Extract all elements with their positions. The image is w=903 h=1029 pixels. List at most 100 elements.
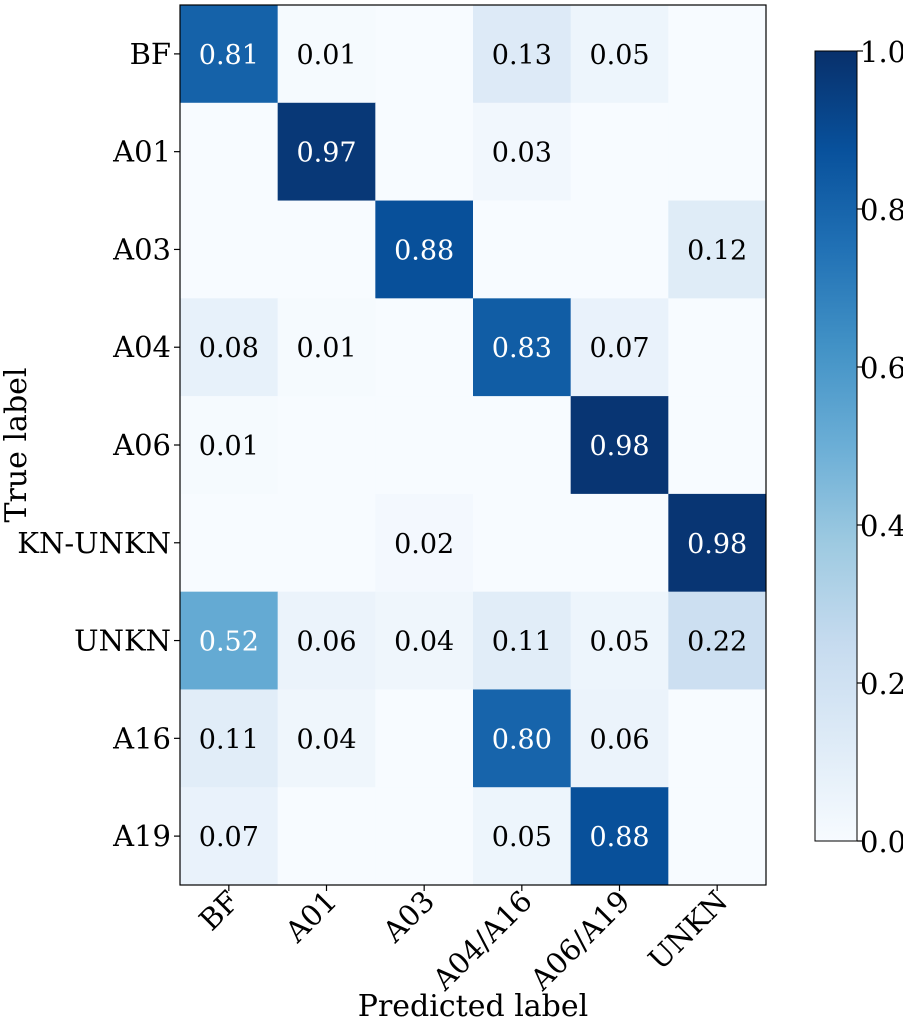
heatmap-cell [668,200,767,299]
colorbar-tick-label: 0.8 [860,193,903,227]
heatmap-cell [570,493,669,593]
heatmap-cell [277,200,376,299]
heatmap-cell [180,493,279,593]
heatmap-cell [277,5,376,104]
heatmap-cell [668,5,767,104]
y-tick-label: A16 [112,721,171,755]
cell-value-label: 0.11 [199,724,259,755]
heatmap-cell [570,787,669,886]
heatmap-cell [473,787,572,886]
heatmap-cell [375,5,474,104]
cell-value-label: 0.01 [296,40,356,71]
heatmap-cell [375,298,474,397]
heatmap-cell [473,5,572,104]
heatmap-cell [375,591,474,690]
cell-value-label: 0.98 [589,431,649,462]
cell-value-label: 0.81 [199,40,259,71]
y-tick-label: A04 [112,330,171,364]
y-tick-label: A19 [112,819,171,853]
heatmap-cell [570,591,669,690]
y-tick-label: KN-UNKN [17,526,171,560]
colorbar-ticks: 0.0 0.2 0.4 0.6 0.8 1.0 [857,35,903,859]
heatmap-cell [375,102,474,202]
cell-value-label: 0.01 [199,431,259,462]
y-tick-label: A06 [112,428,171,462]
heatmap-cell [473,396,572,495]
cell-value-label: 0.02 [394,529,454,560]
heatmap-cell [375,493,474,593]
cell-value-label: 0.01 [296,333,356,364]
heatmap-cell [277,298,376,397]
heatmap-cell [180,787,279,886]
heatmap-cell [277,689,376,788]
cell-value-label: 0.06 [296,627,356,658]
heatmap-cell [570,298,669,397]
heatmap-cell [668,787,767,886]
heatmap-cell [277,102,376,202]
colorbar-tick-label: 0.2 [860,667,903,701]
cell-value-label: 0.98 [687,529,747,560]
heatmap-cell [570,5,669,104]
cell-value-label: 0.83 [492,333,552,364]
heatmap-cell [180,298,279,397]
cell-value-label: 0.11 [492,627,552,658]
heatmap-cell [473,298,572,397]
heatmap-cell [375,787,474,886]
heatmap-cell [180,689,279,788]
heatmap-cell [473,102,572,202]
colorbar-tick-label: 1.0 [860,35,903,69]
heatmap-cell [473,591,572,690]
cell-value-label: 0.97 [296,138,356,169]
cell-value-label: 0.88 [589,822,649,853]
cell-value-label: 0.07 [589,333,649,364]
heatmap-cell [570,200,669,299]
cell-value-label: 0.13 [492,40,552,71]
cell-value-label: 0.08 [199,333,259,364]
cell-value-label: 0.07 [199,822,259,853]
heatmap-cell [668,689,767,788]
x-tick-label: UNKN [642,884,735,977]
x-tick-label: A01 [278,884,344,950]
heatmap-cell [668,493,767,593]
x-tick-label: A06/A19 [523,884,636,997]
cell-value-label: 0.05 [492,822,552,853]
heatmap-cell [570,102,669,202]
heatmap-cell [473,493,572,593]
cell-value-label: 0.06 [589,724,649,755]
heatmap-cell [277,591,376,690]
y-tick-label: UNKN [74,624,171,658]
heatmap-cell [180,200,279,299]
heatmap-cell [180,396,279,495]
heatmap-cell [375,396,474,495]
heatmap-cell [375,200,474,299]
heatmap-cell [180,102,279,202]
colorbar-tick-label: 0.4 [860,509,903,543]
heatmap-cell [277,787,376,886]
heatmap-cell [570,689,669,788]
heatmap-cell [375,689,474,788]
heatmap-cell [180,5,279,104]
x-tick-label: A04/A16 [425,884,538,997]
heatmap-cell [668,102,767,202]
x-tick-label: BF [192,884,245,937]
heatmap-cell [668,591,767,690]
colorbar-tick-label: 0.6 [860,351,903,385]
heatmap-cell [277,493,376,593]
heatmap-cell [473,689,572,788]
x-tick-label: A03 [375,884,441,950]
cell-value-label: 0.04 [296,724,356,755]
colorbar-tick-label: 0.0 [860,825,903,859]
heatmap-cell [180,591,279,690]
y-tick-label: A01 [112,135,171,169]
cell-value-label: 0.80 [492,724,552,755]
cell-value-label: 0.03 [492,138,552,169]
cell-value-label: 0.05 [589,627,649,658]
heatmap-cell [473,200,572,299]
cell-value-label: 0.52 [199,627,259,658]
cell-value-label: 0.05 [589,40,649,71]
heatmap-cell [570,396,669,495]
heatmap-cell [668,396,767,495]
colorbar [814,50,858,842]
heatmap-cell [668,298,767,397]
